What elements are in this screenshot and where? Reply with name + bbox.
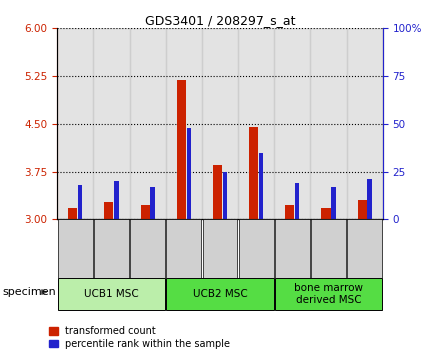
Title: GDS3401 / 208297_s_at: GDS3401 / 208297_s_at xyxy=(145,14,295,27)
Bar xyxy=(347,28,383,219)
FancyBboxPatch shape xyxy=(58,278,165,310)
FancyBboxPatch shape xyxy=(239,219,274,278)
Text: bone marrow
derived MSC: bone marrow derived MSC xyxy=(294,283,363,305)
Text: UCB2 MSC: UCB2 MSC xyxy=(193,289,247,299)
Text: GSM139891: GSM139891 xyxy=(288,223,297,278)
Text: GSM139890: GSM139890 xyxy=(252,223,260,278)
Bar xyxy=(223,172,227,219)
Bar xyxy=(68,208,77,219)
Text: GSM139888: GSM139888 xyxy=(180,223,188,278)
FancyBboxPatch shape xyxy=(275,278,382,310)
FancyBboxPatch shape xyxy=(166,278,274,310)
Bar xyxy=(202,28,238,219)
Bar xyxy=(295,183,299,219)
Bar xyxy=(150,187,155,219)
Text: GSM139883: GSM139883 xyxy=(143,223,152,278)
Bar xyxy=(177,80,186,219)
Bar xyxy=(187,128,191,219)
Text: GSM139893: GSM139893 xyxy=(360,223,369,278)
Bar xyxy=(358,200,367,219)
Text: GSM139882: GSM139882 xyxy=(107,223,116,278)
Text: GSM139881: GSM139881 xyxy=(71,223,80,278)
Text: GSM139892: GSM139892 xyxy=(324,223,333,278)
Bar xyxy=(274,28,311,219)
Bar xyxy=(93,28,129,219)
Bar xyxy=(259,153,263,219)
Bar xyxy=(141,205,150,219)
Bar xyxy=(285,205,294,219)
Bar xyxy=(57,28,93,219)
Bar xyxy=(129,28,166,219)
Legend: transformed count, percentile rank within the sample: transformed count, percentile rank withi… xyxy=(49,326,231,349)
FancyBboxPatch shape xyxy=(347,219,382,278)
Bar xyxy=(104,202,114,219)
Bar xyxy=(322,208,330,219)
Bar xyxy=(78,185,82,219)
FancyBboxPatch shape xyxy=(203,219,237,278)
Bar xyxy=(311,28,347,219)
FancyBboxPatch shape xyxy=(58,219,93,278)
Bar xyxy=(331,187,336,219)
Bar xyxy=(213,165,222,219)
Bar xyxy=(166,28,202,219)
FancyBboxPatch shape xyxy=(275,219,310,278)
Bar xyxy=(238,28,274,219)
Bar xyxy=(114,181,118,219)
FancyBboxPatch shape xyxy=(166,219,201,278)
FancyBboxPatch shape xyxy=(311,219,346,278)
FancyBboxPatch shape xyxy=(130,219,165,278)
Text: GSM139889: GSM139889 xyxy=(216,223,224,278)
Bar xyxy=(249,127,258,219)
FancyBboxPatch shape xyxy=(94,219,129,278)
Bar xyxy=(367,179,372,219)
Text: UCB1 MSC: UCB1 MSC xyxy=(84,289,139,299)
Text: specimen: specimen xyxy=(2,287,56,297)
